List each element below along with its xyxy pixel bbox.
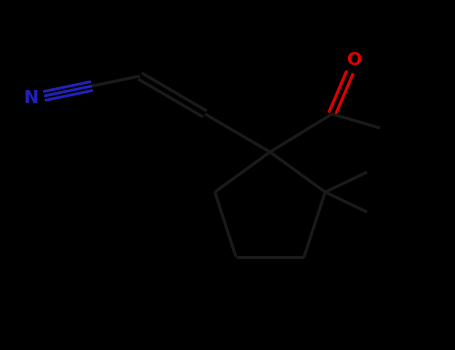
Text: N: N — [24, 89, 39, 107]
Text: O: O — [346, 51, 362, 69]
